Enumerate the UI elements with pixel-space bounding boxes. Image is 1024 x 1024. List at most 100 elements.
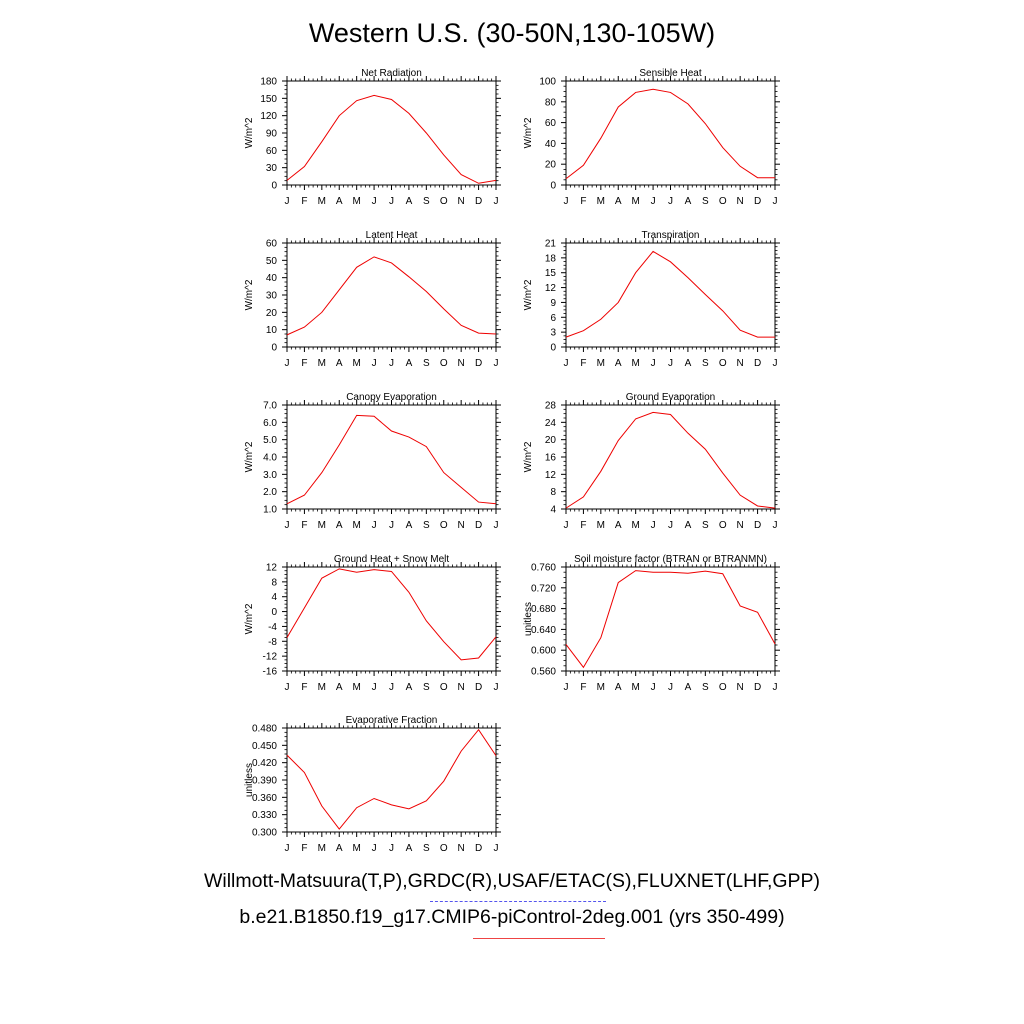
plot-frame	[286, 80, 497, 186]
x-tick-label: D	[475, 358, 482, 369]
x-tick-label: N	[737, 682, 744, 693]
x-tick-label: D	[475, 843, 482, 854]
x-tick-label: F	[301, 682, 307, 693]
x-tick-label: J	[285, 682, 290, 693]
y-tick-label: 0.300	[252, 828, 277, 839]
plot-frame	[286, 727, 497, 833]
y-tick-label: 0	[550, 181, 556, 192]
x-tick-label: J	[668, 358, 673, 369]
y-tick-label: 60	[266, 239, 278, 250]
x-tick-label: O	[719, 358, 727, 369]
x-tick-label: F	[301, 843, 307, 854]
y-tick-label: 28	[545, 401, 557, 412]
y-axis-label: W/m^2	[523, 117, 534, 148]
y-tick-label: 1.0	[263, 505, 277, 516]
y-axis-label: W/m^2	[244, 117, 255, 148]
y-tick-label: 30	[266, 291, 278, 302]
x-tick-label: J	[564, 520, 569, 531]
y-tick-label: 120	[260, 111, 277, 122]
y-tick-label: 3.0	[263, 470, 277, 481]
y-tick-label: -12	[263, 652, 278, 663]
x-tick-label: J	[668, 196, 673, 207]
chart-title: Canopy Evaporation	[346, 392, 437, 403]
y-tick-label: 150	[260, 94, 277, 105]
x-tick-label: O	[440, 196, 448, 207]
chart-title: Ground Heat + Snow Melt	[334, 554, 450, 565]
x-tick-label: D	[475, 520, 482, 531]
x-tick-label: J	[651, 196, 656, 207]
x-tick-label: N	[458, 358, 465, 369]
x-tick-label: D	[754, 196, 761, 207]
legend-model-label: b.e21.B1850.f19_g17.CMIP6-piControl-2deg…	[239, 906, 785, 928]
y-axis-label: W/m^2	[523, 441, 534, 472]
y-tick-label: 0.360	[252, 793, 277, 804]
x-tick-label: J	[668, 520, 673, 531]
legend-obs-swatch	[430, 901, 606, 902]
chart-title: Latent Heat	[366, 230, 418, 241]
y-tick-label: 0	[271, 607, 277, 618]
x-tick-label: J	[494, 520, 499, 531]
chart-title: Transpiration	[642, 230, 700, 241]
series-line-1	[565, 411, 776, 509]
y-tick-label: 30	[266, 163, 278, 174]
x-tick-label: J	[773, 520, 778, 531]
y-tick-label: 0.420	[252, 758, 277, 769]
x-tick-label: M	[352, 843, 360, 854]
legend-obs-label: Willmott-Matsuura(T,P),GRDC(R),USAF/ETAC…	[203, 870, 821, 892]
y-axis-label: W/m^2	[244, 441, 255, 472]
x-tick-label: D	[475, 196, 482, 207]
series-line-1	[286, 256, 497, 336]
x-tick-label: M	[631, 682, 639, 693]
y-tick-label: 60	[266, 146, 278, 157]
y-tick-label: 6.0	[263, 418, 277, 429]
y-axis-label: unitless	[523, 602, 534, 636]
plot-frame	[565, 80, 776, 186]
plot-frame	[286, 242, 497, 348]
x-tick-label: M	[597, 520, 605, 531]
x-tick-label: N	[458, 682, 465, 693]
x-tick-label: A	[406, 358, 413, 369]
chart-title: Net Radiation	[361, 68, 422, 79]
x-tick-label: J	[372, 196, 377, 207]
x-tick-label: S	[423, 358, 430, 369]
y-tick-label: 0	[271, 343, 277, 354]
y-tick-label: 9	[550, 298, 556, 309]
x-tick-label: J	[372, 520, 377, 531]
x-tick-label: A	[406, 520, 413, 531]
chart-title: Sensible Heat	[639, 68, 701, 79]
x-tick-label: D	[754, 520, 761, 531]
x-tick-label: A	[685, 682, 692, 693]
y-tick-label: 24	[545, 418, 557, 429]
y-tick-label: 40	[545, 139, 557, 150]
x-tick-label: J	[285, 520, 290, 531]
x-tick-label: S	[702, 520, 709, 531]
y-tick-label: 0.600	[531, 646, 556, 657]
x-tick-label: J	[494, 358, 499, 369]
y-tick-label: 80	[545, 97, 557, 108]
x-tick-label: F	[580, 682, 586, 693]
x-tick-label: O	[440, 358, 448, 369]
y-tick-label: -4	[268, 622, 277, 633]
y-axis-label: W/m^2	[523, 279, 534, 310]
x-tick-label: S	[702, 682, 709, 693]
series-line-1	[565, 88, 775, 180]
y-tick-label: 50	[266, 256, 278, 267]
chart-title: Soil moisture factor (BTRAN or BTRANMN)	[574, 554, 767, 565]
series-line-1	[286, 94, 497, 184]
x-tick-label: J	[285, 196, 290, 207]
x-tick-label: N	[458, 520, 465, 531]
x-tick-label: M	[318, 196, 326, 207]
x-tick-label: A	[615, 520, 622, 531]
y-tick-label: 0.390	[252, 776, 277, 787]
x-tick-label: A	[685, 196, 692, 207]
x-tick-label: M	[631, 196, 639, 207]
x-tick-label: M	[597, 682, 605, 693]
x-tick-label: D	[754, 682, 761, 693]
x-tick-label: F	[301, 358, 307, 369]
x-tick-label: M	[631, 358, 639, 369]
x-tick-label: O	[719, 196, 727, 207]
x-tick-label: J	[389, 196, 394, 207]
